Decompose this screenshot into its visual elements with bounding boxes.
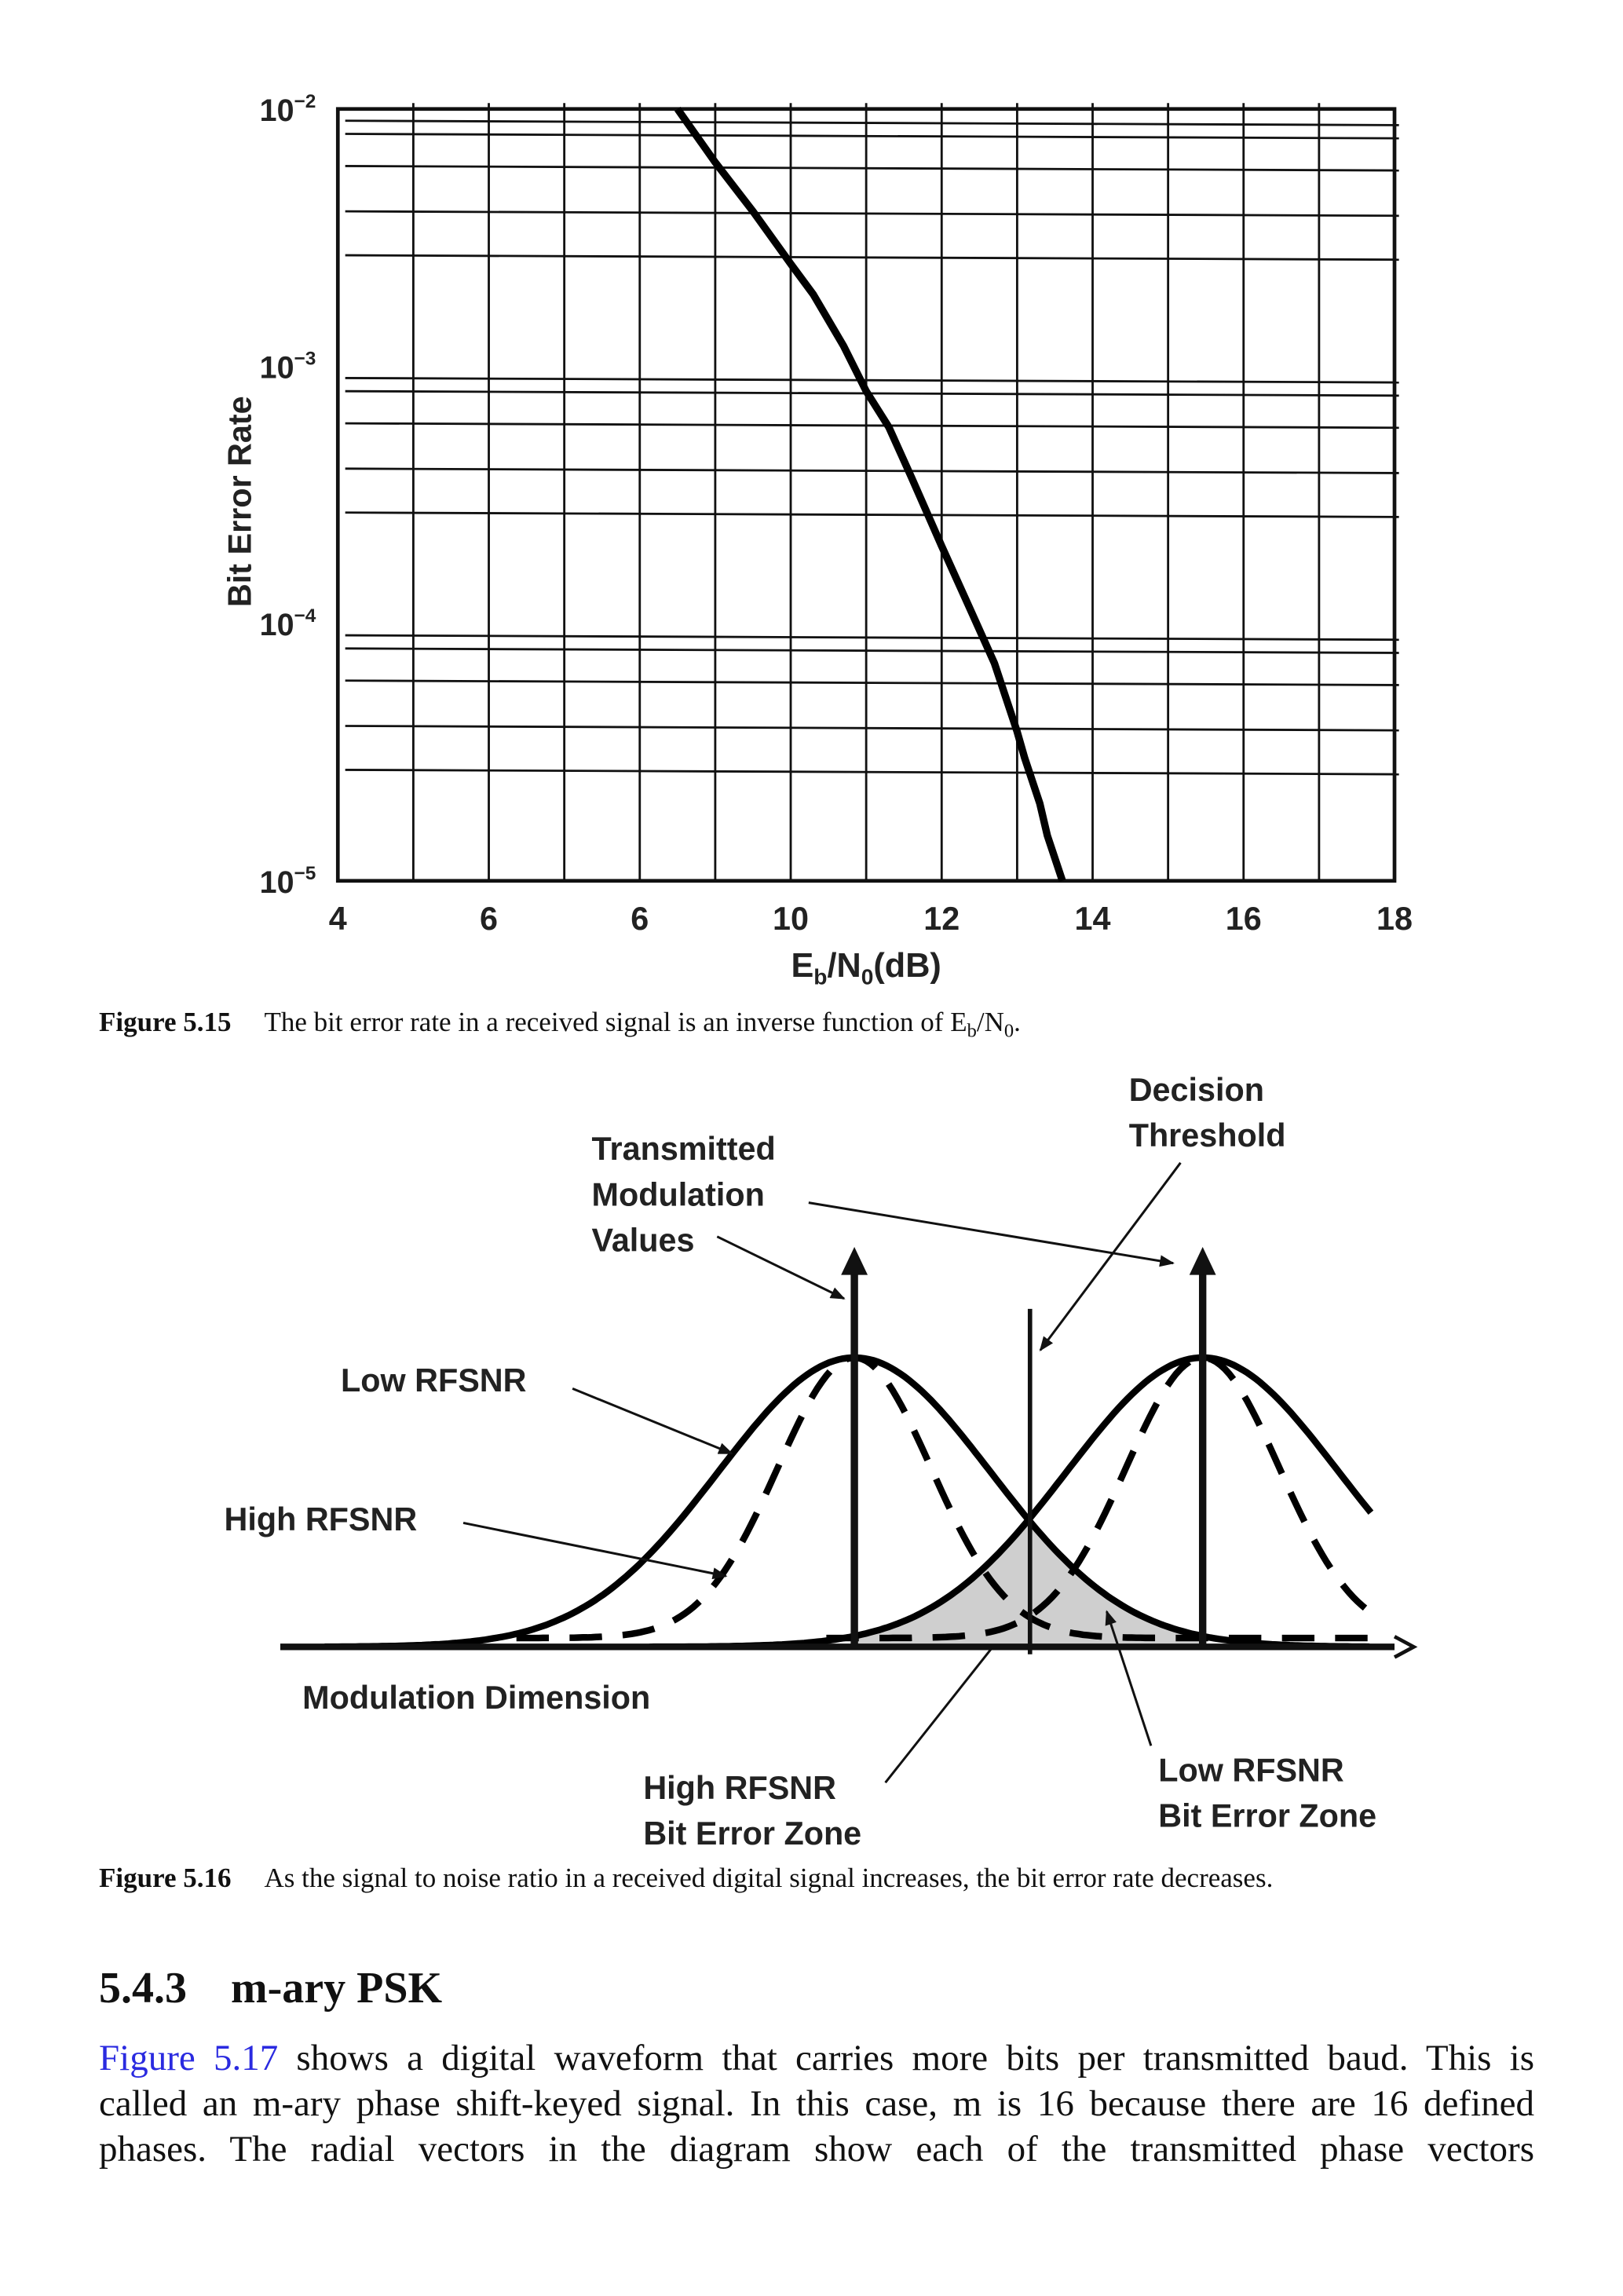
- caption-text: /N: [976, 1007, 1004, 1037]
- x-tick-label: 16: [1226, 901, 1262, 937]
- axis-arrowhead: [1393, 1635, 1418, 1659]
- label-low-rfsnr: Low RFSNR: [341, 1362, 526, 1398]
- label-modulation-dimension: Modulation Dimension: [302, 1680, 650, 1716]
- plot-frame: [335, 107, 1397, 883]
- label-low-zone-2: Bit Error Zone: [1158, 1798, 1376, 1834]
- caption-text: The bit error rate in a received signal …: [264, 1007, 967, 1037]
- grid-line-horizontal: [345, 165, 1399, 172]
- caption-sub: 0: [1003, 1020, 1014, 1042]
- label-threshold: Threshold: [1129, 1117, 1286, 1153]
- ber-chart: 4 6 6 10 12 14 16 18 10−2 10−3 10−4 10−5 Bit Error …: [221, 91, 1413, 989]
- pointer-line: [1105, 1610, 1153, 1746]
- caption-label: Figure 5.15: [99, 1007, 232, 1037]
- modulation-diagram: Decision Threshold Transmitted Modulatio…: [225, 1072, 1418, 1852]
- high-rfsnr-curve-left: [516, 1354, 1371, 1642]
- paragraph-text: shows a digital waveform that carries mo…: [278, 2038, 1535, 2078]
- body-paragraph: Figure 5.17 shows a digital waveform tha…: [99, 2035, 1534, 2172]
- x-tick-label: 14: [1075, 901, 1111, 937]
- x-tick-label: 6: [480, 901, 498, 937]
- label-low-zone: Low RFSNR: [1158, 1752, 1343, 1788]
- high-rfsnr-curve-right: [826, 1354, 1373, 1642]
- label-high-zone-2: Bit Error Zone: [643, 1815, 861, 1852]
- figure-5-15-caption: Figure 5.15 The bit error rate in a recei…: [99, 1007, 1021, 1042]
- y-tick-label: 10−2: [260, 91, 316, 128]
- label-high-rfsnr: High RFSNR: [225, 1501, 418, 1537]
- paragraph-line: Figure 5.17 shows a digital waveform tha…: [99, 2035, 1534, 2081]
- arrowhead-icon: [1189, 1246, 1216, 1275]
- grid-line-horizontal: [345, 634, 1399, 642]
- grid-line-horizontal: [345, 119, 1399, 126]
- x-tick-label: 4: [329, 901, 347, 937]
- caption-sub: b: [967, 1020, 977, 1042]
- pointer-line: [808, 1201, 1175, 1267]
- grid-line-horizontal: [345, 254, 1399, 261]
- caption-label: Figure 5.16: [99, 1863, 232, 1893]
- paragraph-line: called an m-ary phase shift-keyed signal…: [99, 2083, 1534, 2124]
- ber-curve: [674, 107, 1066, 883]
- y-axis-label: Bit Error Rate: [221, 396, 258, 607]
- y-tick-label: 10−3: [260, 349, 316, 386]
- grid-line-horizontal: [345, 210, 1399, 218]
- low-rfsnr-curve-left: [324, 1354, 1370, 1651]
- grid-line-horizontal: [345, 377, 1399, 384]
- grid-line-horizontal: [345, 467, 1399, 474]
- x-tick-label: 6: [631, 901, 649, 937]
- pointer-line: [1039, 1161, 1182, 1352]
- x-tick-label: 12: [923, 901, 960, 937]
- figure-link[interactable]: Figure 5.17: [99, 2038, 279, 2078]
- caption-text: .: [1014, 1007, 1021, 1037]
- x-tick-label: 10: [773, 901, 809, 937]
- label-high-zone: High RFSNR: [643, 1770, 836, 1806]
- pointer-line: [884, 1647, 993, 1784]
- grid-line-horizontal: [345, 511, 1399, 518]
- label-decision: Decision: [1129, 1072, 1264, 1108]
- grid-line-horizontal: [345, 389, 1399, 397]
- grid-line-horizontal: [345, 647, 1399, 654]
- paragraph-line: phases. The radial vectors in the diagra…: [99, 2129, 1534, 2170]
- label-modulation: Modulation: [592, 1176, 765, 1212]
- section-heading: 5.4.3 m-ary PSK: [99, 1963, 442, 2013]
- pointer-line: [716, 1235, 846, 1300]
- section-title: m-ary PSK: [231, 1964, 443, 2013]
- x-axis-label: Eb/N0(dB): [791, 947, 941, 989]
- grid-line-horizontal: [345, 679, 1399, 686]
- grid-line-horizontal: [345, 133, 1399, 140]
- grid-line-horizontal: [345, 422, 1399, 430]
- y-tick-label: 10−4: [260, 605, 316, 642]
- x-tick-label: 18: [1376, 901, 1413, 937]
- y-tick-label: 10−5: [260, 863, 316, 900]
- label-transmitted: Transmitted: [592, 1131, 776, 1167]
- figure-5-16-caption: Figure 5.16 As the signal to noise ratio …: [99, 1863, 1273, 1894]
- grid-line-horizontal: [345, 768, 1399, 776]
- pointer-line: [462, 1521, 728, 1580]
- grid-line-horizontal: [345, 725, 1399, 732]
- pointer-line: [572, 1387, 733, 1455]
- label-values: Values: [592, 1223, 695, 1259]
- arrowhead-icon: [841, 1246, 868, 1275]
- section-number: 5.4.3: [99, 1964, 187, 2013]
- caption-text: As the signal to noise ratio in a receiv…: [264, 1863, 1274, 1893]
